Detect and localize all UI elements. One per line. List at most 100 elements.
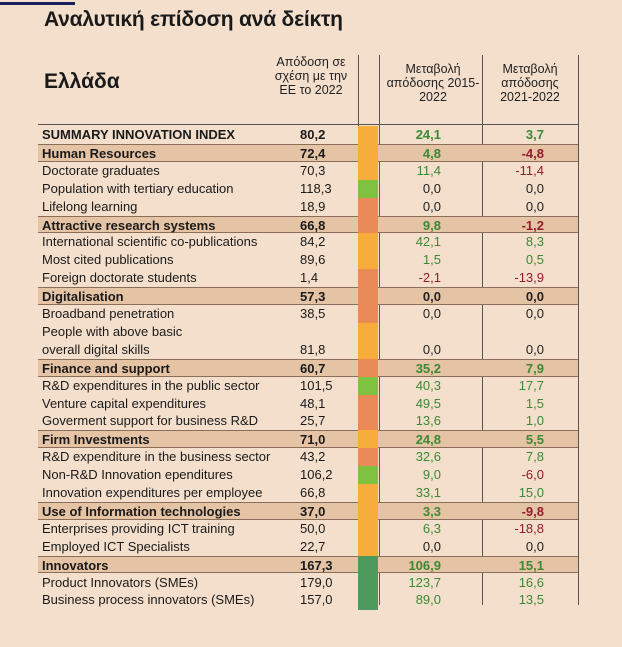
performance-value: 43,2 bbox=[300, 449, 326, 465]
table-row: Lifelong learning 18,9 0,0 0,0 bbox=[38, 198, 578, 216]
indicator-label: Innovation expenditures per employee bbox=[42, 485, 263, 500]
performance-value: 84,2 bbox=[300, 234, 326, 250]
change-2021-2022: -18,8 bbox=[514, 520, 544, 536]
country-heading: Ελλάδα bbox=[44, 70, 120, 93]
performance-color-bar bbox=[358, 233, 378, 252]
indicator-label: Attractive research systems bbox=[42, 217, 216, 233]
indicator-label: Venture capital expenditures bbox=[42, 395, 207, 411]
performance-value: 66,8 bbox=[300, 485, 326, 500]
top-accent-line bbox=[0, 2, 75, 5]
change-2015-2022: 0,0 bbox=[422, 180, 441, 196]
performance-color-bar bbox=[358, 126, 378, 145]
table-row: International scientific co-publications… bbox=[38, 233, 578, 251]
change-2021-2022: 0,0 bbox=[525, 180, 544, 196]
change-2021-2022: 5,5 bbox=[525, 432, 544, 448]
table-row: People with above basic overall digital s… bbox=[38, 323, 578, 359]
change-2015-2022: 32,6 bbox=[415, 449, 441, 465]
change-2015-2022: 3,3 bbox=[422, 503, 441, 519]
change-2015-2022: -2,1 bbox=[418, 270, 441, 286]
change-2021-2022: 1,0 bbox=[525, 413, 544, 429]
performance-value: 80,2 bbox=[300, 127, 326, 142]
category-row: Use of Information technologies 37,0 3,3 -9… bbox=[38, 501, 578, 520]
change-2015-2022: 0,0 bbox=[422, 289, 441, 305]
indicator-label: Foreign doctorate students bbox=[42, 270, 197, 286]
performance-value: 179,0 bbox=[300, 574, 333, 590]
change-2015-2022: 0,0 bbox=[422, 198, 441, 214]
change-2021-2022: -13,9 bbox=[514, 270, 544, 286]
table-row: Venture capital expenditures 48,1 49,5 1,5 bbox=[38, 395, 578, 413]
change-2015-2022: 1,5 bbox=[422, 252, 441, 268]
change-2021-2022: 0,0 bbox=[525, 538, 544, 554]
category-row: Digitalisation 57,3 0,0 0,0 bbox=[38, 287, 578, 305]
change-2015-2022: 0,0 bbox=[422, 306, 441, 321]
table-row: Goverment support for business R&D 25,7 13… bbox=[38, 412, 578, 430]
change-2015-2022: 9,8 bbox=[422, 217, 441, 233]
change-2015-2022: 13,6 bbox=[415, 413, 441, 429]
change-2021-2022: 0,0 bbox=[525, 198, 544, 214]
table-row: Most cited publications 89,6 1,5 0,5 bbox=[38, 251, 578, 269]
change-2021-2022: 7,8 bbox=[525, 449, 544, 465]
indicator-label: International scientific co-publications bbox=[42, 234, 258, 250]
table-row: SUMMARY INNOVATION INDEX 80,2 24,1 3,7 bbox=[38, 126, 578, 144]
table-row: Employed ICT Specialists 22,7 0,0 0,0 bbox=[38, 538, 578, 556]
performance-value: 50,0 bbox=[300, 520, 326, 536]
indicator-label: Goverment support for business R&D bbox=[42, 413, 259, 429]
performance-value: 101,5 bbox=[300, 377, 333, 393]
change-2021-2022: -11,4 bbox=[515, 162, 544, 178]
change-2015-2022: 11,4 bbox=[416, 162, 441, 178]
table-row: Population with tertiary education 118,3 0… bbox=[38, 180, 578, 198]
category-row: Innovators 167,3 106,9 15,1 bbox=[38, 555, 578, 574]
change-2021-2022: 0,0 bbox=[525, 306, 544, 321]
performance-color-bar bbox=[358, 358, 378, 378]
change-2015-2022: 4,8 bbox=[422, 145, 441, 161]
performance-value: 70,3 bbox=[300, 162, 326, 178]
performance-color-bar bbox=[358, 197, 378, 216]
performance-color-bar bbox=[358, 161, 378, 181]
performance-value: 48,1 bbox=[300, 395, 326, 411]
change-2015-2022: 123,7 bbox=[408, 574, 441, 590]
performance-color-bar bbox=[358, 448, 378, 467]
page-title: Αναλυτική επίδοση ανά δείκτη bbox=[44, 8, 343, 31]
change-2015-2022: 40,3 bbox=[415, 377, 441, 393]
change-2015-2022: 0,0 bbox=[422, 538, 441, 554]
change-2021-2022: -9,8 bbox=[521, 503, 544, 519]
change-2021-2022: 17,7 bbox=[518, 377, 544, 393]
performance-color-bar bbox=[358, 430, 378, 449]
change-2021-2022: 16,6 bbox=[518, 574, 544, 590]
indicator-label: Business process innovators (SMEs) bbox=[42, 592, 255, 608]
performance-value: 1,4 bbox=[300, 270, 319, 286]
performance-value: 38,5 bbox=[300, 306, 326, 321]
performance-color-bar bbox=[358, 179, 378, 199]
indicator-label-line2: overall digital skills bbox=[42, 341, 150, 357]
performance-color-bar bbox=[358, 591, 378, 610]
category-row: Finance and support 60,7 35,2 7,9 bbox=[38, 358, 578, 377]
header-divider bbox=[38, 124, 578, 125]
column-divider bbox=[578, 55, 579, 605]
performance-color-bar bbox=[358, 501, 378, 521]
change-2015-2022: 6,3 bbox=[422, 520, 441, 536]
indicator-label: Doctorate graduates bbox=[42, 162, 160, 178]
indicator-label: Most cited publications bbox=[42, 252, 174, 268]
indicator-label: Product Innovators (SMEs) bbox=[42, 574, 199, 590]
performance-value: 81,8 bbox=[300, 341, 326, 357]
performance-value: 106,2 bbox=[300, 467, 333, 483]
performance-color-bar bbox=[358, 269, 378, 288]
performance-color-bar bbox=[358, 466, 378, 485]
indicator-label: People with above basic bbox=[42, 323, 183, 339]
indicator-label: Innovators bbox=[42, 557, 109, 573]
performance-color-bar bbox=[358, 394, 378, 413]
indicator-label: Population with tertiary education bbox=[42, 180, 234, 196]
change-2015-2022: 24,1 bbox=[415, 127, 441, 142]
indicator-label: Digitalisation bbox=[42, 289, 124, 305]
performance-color-bar bbox=[358, 143, 378, 163]
header-change-2015-2022: Μεταβολή απόδοσης 2015-2022 bbox=[386, 62, 480, 104]
column-divider bbox=[379, 55, 380, 605]
table-row: R&D expenditure in the business sector 43… bbox=[38, 448, 578, 466]
indicator-label: Non-R&D Innovation ependitures bbox=[42, 467, 233, 483]
change-2015-2022: 24,8 bbox=[415, 432, 441, 448]
performance-color-bar bbox=[358, 305, 378, 324]
performance-value: 18,9 bbox=[300, 198, 326, 214]
change-2021-2022: 15,1 bbox=[518, 557, 544, 573]
table-row: Non-R&D Innovation ependitures 106,2 9,0 -6… bbox=[38, 466, 578, 484]
change-2021-2022: 0,0 bbox=[525, 341, 544, 357]
